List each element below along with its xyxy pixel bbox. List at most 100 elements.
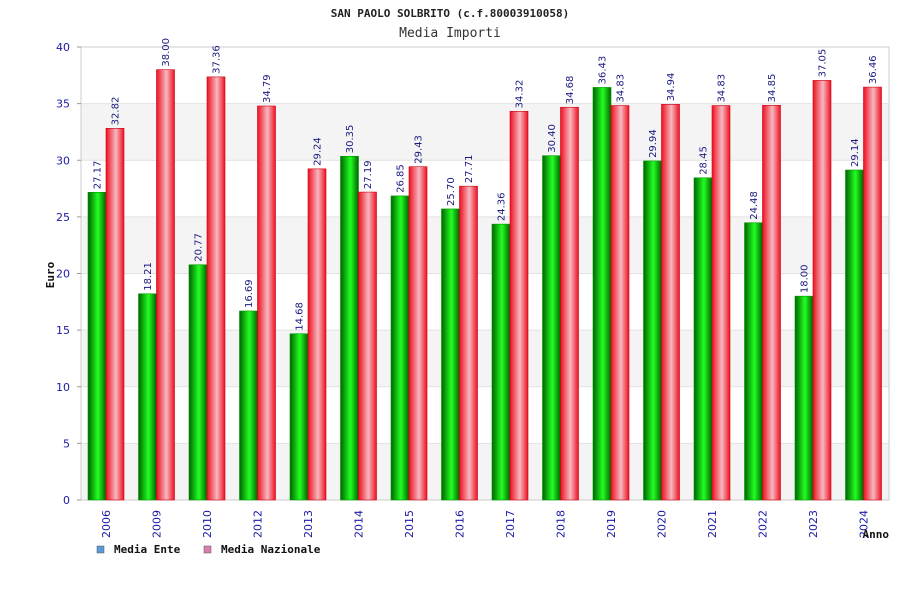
bar-media-ente-2024: [845, 169, 864, 501]
x-tick-label-2009: 2009: [151, 510, 164, 538]
x-tick-label-2015: 2015: [403, 510, 416, 538]
value-label-media-ente-2017: 24.36: [497, 192, 508, 221]
bar-media-nazionale-2010: [206, 76, 226, 501]
y-tick-label: 5: [63, 437, 70, 450]
value-label-media-ente-2009: 18.21: [143, 262, 154, 291]
bar-media-ente-2009: [138, 293, 157, 501]
y-tick-label: 40: [56, 41, 70, 54]
x-tick-label-2022: 2022: [757, 510, 770, 538]
x-tick-label-2014: 2014: [353, 510, 366, 538]
legend: Media Ente Media Nazionale: [96, 543, 321, 556]
axis-ticks: 0 5 10 15 20 25 30 35 40 2006 2009 2010 2012 2013 2014…: [56, 41, 871, 538]
y-tick-label: 35: [56, 98, 70, 111]
bar-media-nazionale-2022: [762, 105, 781, 501]
value-label-media-ente-2013: 14.68: [295, 302, 306, 331]
x-tick-label-2019: 2019: [605, 510, 618, 538]
value-label-media-ente-2014: 30.35: [345, 125, 356, 154]
legend-label-media-ente: Media Ente: [114, 543, 181, 556]
y-tick-label: 20: [56, 268, 70, 281]
value-label-media-nazionale-2021: 34.83: [717, 74, 728, 103]
bar-media-nazionale-2021: [711, 105, 731, 501]
legend-swatch-media-nazionale: [203, 545, 212, 554]
value-label-media-nazionale-2022: 34.85: [767, 74, 778, 103]
bar-media-nazionale-2009: [156, 69, 175, 501]
value-label-media-nazionale-2015: 29.43: [414, 135, 425, 164]
value-label-media-nazionale-2012: 34.79: [262, 74, 273, 103]
x-tick-label-2021: 2021: [706, 510, 719, 538]
bar-media-ente-2020: [643, 160, 662, 501]
value-label-media-ente-2006: 27.17: [93, 161, 104, 190]
legend-label-media-nazionale: Media Nazionale: [221, 543, 321, 556]
x-tick-label-2016: 2016: [454, 510, 467, 538]
y-tick-label: 10: [56, 381, 70, 394]
chart-title: SAN PAOLO SOLBRITO (c.f.80003910058): [331, 7, 569, 20]
value-label-media-nazionale-2023: 37.05: [818, 49, 829, 78]
value-label-media-nazionale-2019: 34.83: [616, 74, 627, 103]
value-label-media-ente-2023: 18.00: [800, 265, 811, 294]
x-tick-label-2020: 2020: [656, 510, 669, 538]
x-tick-label-2018: 2018: [555, 510, 568, 538]
bar-media-ente-2016: [441, 208, 460, 501]
value-label-media-nazionale-2006: 32.82: [111, 97, 122, 126]
value-label-media-ente-2015: 26.85: [396, 164, 407, 193]
value-label-media-nazionale-2017: 34.32: [515, 80, 526, 109]
x-axis-label: Anno: [863, 528, 890, 541]
bar-media-ente-2014: [340, 155, 359, 501]
value-label-media-ente-2016: 25.70: [446, 177, 457, 206]
bar-media-ente-2021: [693, 177, 713, 501]
value-label-media-ente-2019: 36.43: [598, 56, 609, 85]
value-labels: 27.17 32.82 18.21 38.00 20.77 37.36 16.69 34.79…: [93, 38, 880, 331]
bar-media-nazionale-2006: [105, 128, 125, 501]
bar-media-ente-2010: [188, 264, 208, 501]
bar-media-ente-2019: [592, 87, 612, 501]
bar-media-nazionale-2018: [560, 106, 579, 501]
value-label-media-ente-2012: 16.69: [244, 279, 255, 308]
bar-media-ente-2015: [390, 195, 410, 501]
bar-media-nazionale-2024: [863, 86, 882, 501]
value-label-media-ente-2021: 28.45: [699, 146, 710, 175]
x-tick-label-2006: 2006: [100, 510, 113, 538]
bars: [87, 69, 882, 501]
bar-media-ente-2018: [542, 155, 561, 501]
bar-media-ente-2006: [87, 191, 107, 501]
bar-media-ente-2023: [794, 295, 814, 501]
bar-media-nazionale-2014: [358, 191, 377, 501]
bar-media-ente-2013: [289, 333, 309, 501]
value-label-media-nazionale-2010: 37.36: [212, 45, 223, 74]
bar-media-nazionale-2023: [812, 80, 832, 501]
y-tick-label: 15: [56, 324, 70, 337]
value-label-media-nazionale-2024: 36.46: [868, 55, 879, 84]
value-label-media-ente-2020: 29.94: [648, 129, 659, 158]
y-axis-label: Euro: [44, 261, 57, 288]
x-tick-label-2017: 2017: [504, 510, 517, 538]
chart-subtitle: Media Importi: [399, 26, 501, 41]
value-label-media-nazionale-2020: 34.94: [666, 73, 677, 102]
x-tick-label-2012: 2012: [252, 510, 265, 538]
value-label-media-nazionale-2016: 27.71: [464, 155, 475, 184]
x-tick-label-2024: 2024: [858, 510, 871, 538]
value-label-media-ente-2024: 29.14: [850, 138, 861, 167]
bar-media-ente-2022: [744, 222, 763, 501]
x-tick-label-2023: 2023: [807, 510, 820, 538]
value-label-media-nazionale-2013: 29.24: [313, 137, 324, 166]
value-label-media-nazionale-2014: 27.19: [363, 160, 374, 189]
bar-media-nazionale-2020: [661, 104, 680, 501]
value-label-media-ente-2010: 20.77: [194, 233, 205, 262]
x-tick-label-2010: 2010: [201, 510, 214, 538]
y-tick-label: 0: [63, 494, 70, 507]
value-label-media-nazionale-2018: 34.68: [565, 76, 576, 105]
bar-media-nazionale-2017: [509, 111, 529, 501]
y-tick-label: 30: [56, 154, 70, 167]
bar-media-nazionale-2012: [257, 105, 276, 501]
bar-media-nazionale-2019: [610, 105, 630, 501]
value-label-media-ente-2022: 24.48: [749, 191, 760, 220]
legend-swatch-media-ente: [96, 545, 105, 554]
x-tick-label-2013: 2013: [302, 510, 315, 538]
bar-media-nazionale-2016: [459, 185, 478, 501]
value-label-media-ente-2018: 30.40: [547, 124, 558, 153]
bar-media-nazionale-2015: [408, 166, 428, 501]
bar-media-ente-2012: [239, 310, 258, 501]
bar-media-ente-2017: [491, 223, 511, 501]
